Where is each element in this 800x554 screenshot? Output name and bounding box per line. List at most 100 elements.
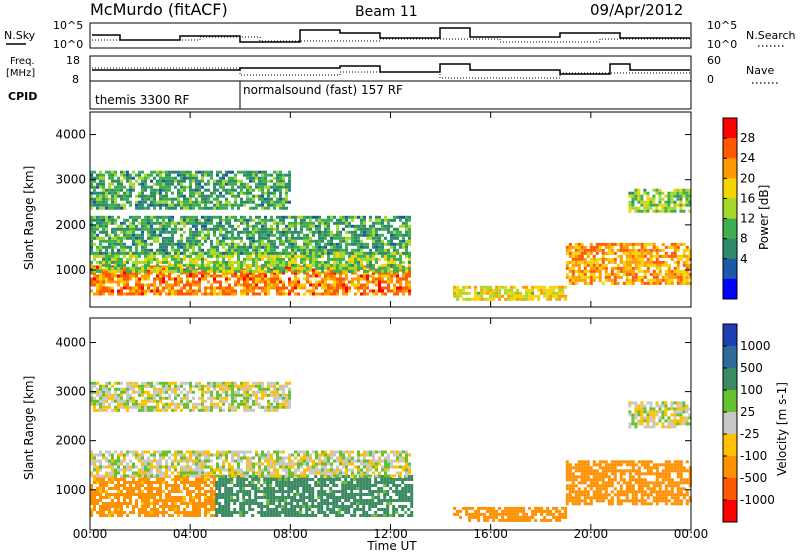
power-cell <box>402 224 405 228</box>
power-cell <box>345 283 348 287</box>
power-cell <box>159 194 162 198</box>
power-cell <box>525 294 529 298</box>
power-cell <box>213 277 216 281</box>
power-cell <box>165 179 168 183</box>
power-cell <box>135 200 138 204</box>
power-cell <box>144 266 147 270</box>
power-cell <box>162 254 165 258</box>
power-cell <box>216 224 219 228</box>
power-cell <box>357 280 360 284</box>
power-cell <box>192 257 195 261</box>
power-cell <box>634 242 638 246</box>
velocity-cell <box>120 493 123 496</box>
power-cell <box>210 194 213 198</box>
power-cell <box>543 294 547 298</box>
power-cell <box>183 176 186 180</box>
velocity-cell <box>224 508 228 511</box>
power-cell <box>246 265 249 269</box>
power-cell <box>144 257 147 261</box>
power-cell <box>640 263 644 267</box>
power-cell <box>646 242 650 246</box>
power-cell <box>670 278 674 282</box>
power-cell <box>225 263 228 267</box>
velocity-cell <box>156 511 159 514</box>
power-cell <box>114 230 117 234</box>
power-cell <box>312 271 315 275</box>
power-cell <box>688 281 692 285</box>
power-cell <box>342 257 345 261</box>
velocity-cell <box>117 499 120 502</box>
power-cell <box>555 294 559 298</box>
power-cell <box>135 239 138 243</box>
power-cell <box>288 257 291 261</box>
velocity-cell <box>269 511 273 514</box>
power-cell <box>207 215 210 219</box>
power-cell <box>321 221 324 225</box>
power-cell <box>108 245 111 249</box>
power-cell <box>387 260 390 264</box>
power-cell <box>631 260 635 264</box>
power-cell <box>267 218 270 222</box>
power-cell <box>258 182 261 186</box>
velocity-cell <box>150 484 153 487</box>
power-cell <box>336 283 339 287</box>
power-cell <box>264 179 267 183</box>
velocity-cell <box>117 511 120 514</box>
cpid-segment-themis: themis 3300 RF <box>95 93 189 107</box>
velocity-cell <box>263 493 267 496</box>
power-cell <box>246 280 249 284</box>
velocity-cell <box>329 490 333 493</box>
power-cell <box>99 266 102 270</box>
power-cell <box>405 254 408 258</box>
power-cell <box>120 239 123 243</box>
power-cell <box>174 170 177 174</box>
freq-label-2: [MHz] <box>6 68 35 79</box>
velocity-cell <box>320 481 324 484</box>
velocity-cell <box>323 514 327 517</box>
power-cell <box>318 215 321 219</box>
power-cell <box>519 297 523 301</box>
power-cell <box>568 281 572 285</box>
power-cell <box>676 272 680 276</box>
power-cell <box>174 260 177 264</box>
velocity-cell <box>272 502 276 505</box>
velocity-cell <box>108 502 111 505</box>
power-cell <box>336 286 339 290</box>
power-cell <box>336 233 339 237</box>
power-cell <box>114 269 117 273</box>
power-cell <box>592 245 596 249</box>
power-cell <box>363 251 366 255</box>
power-cell <box>201 215 204 219</box>
power-cell <box>610 257 614 261</box>
power-cell <box>375 271 378 275</box>
power-cell <box>165 283 168 287</box>
power-cell <box>637 194 641 198</box>
power-cell <box>234 242 237 246</box>
power-cell <box>141 266 144 270</box>
velocity-cell <box>392 505 396 508</box>
velocity-cell <box>251 514 255 517</box>
power-cell <box>105 274 108 278</box>
power-cell <box>643 191 647 195</box>
power-cell <box>141 179 144 183</box>
power-cell <box>231 292 234 296</box>
power-cell <box>300 218 303 222</box>
velocity-cell <box>174 475 177 478</box>
power-cell <box>264 280 267 284</box>
power-cell <box>309 254 312 258</box>
power-cell <box>141 221 144 225</box>
power-cell <box>153 280 156 284</box>
power-cell <box>159 206 162 210</box>
power-cell <box>574 245 578 249</box>
velocity-cell <box>317 496 321 499</box>
power-cell <box>652 281 656 285</box>
power-cell <box>177 263 180 267</box>
power-cell <box>213 224 216 228</box>
velocity-cell <box>356 478 360 481</box>
velocity-cell <box>347 511 351 514</box>
power-cell <box>102 206 105 210</box>
power-cell <box>225 286 228 290</box>
power-cell <box>249 266 252 270</box>
power-cell <box>282 242 285 246</box>
velocity-cell <box>272 493 276 496</box>
